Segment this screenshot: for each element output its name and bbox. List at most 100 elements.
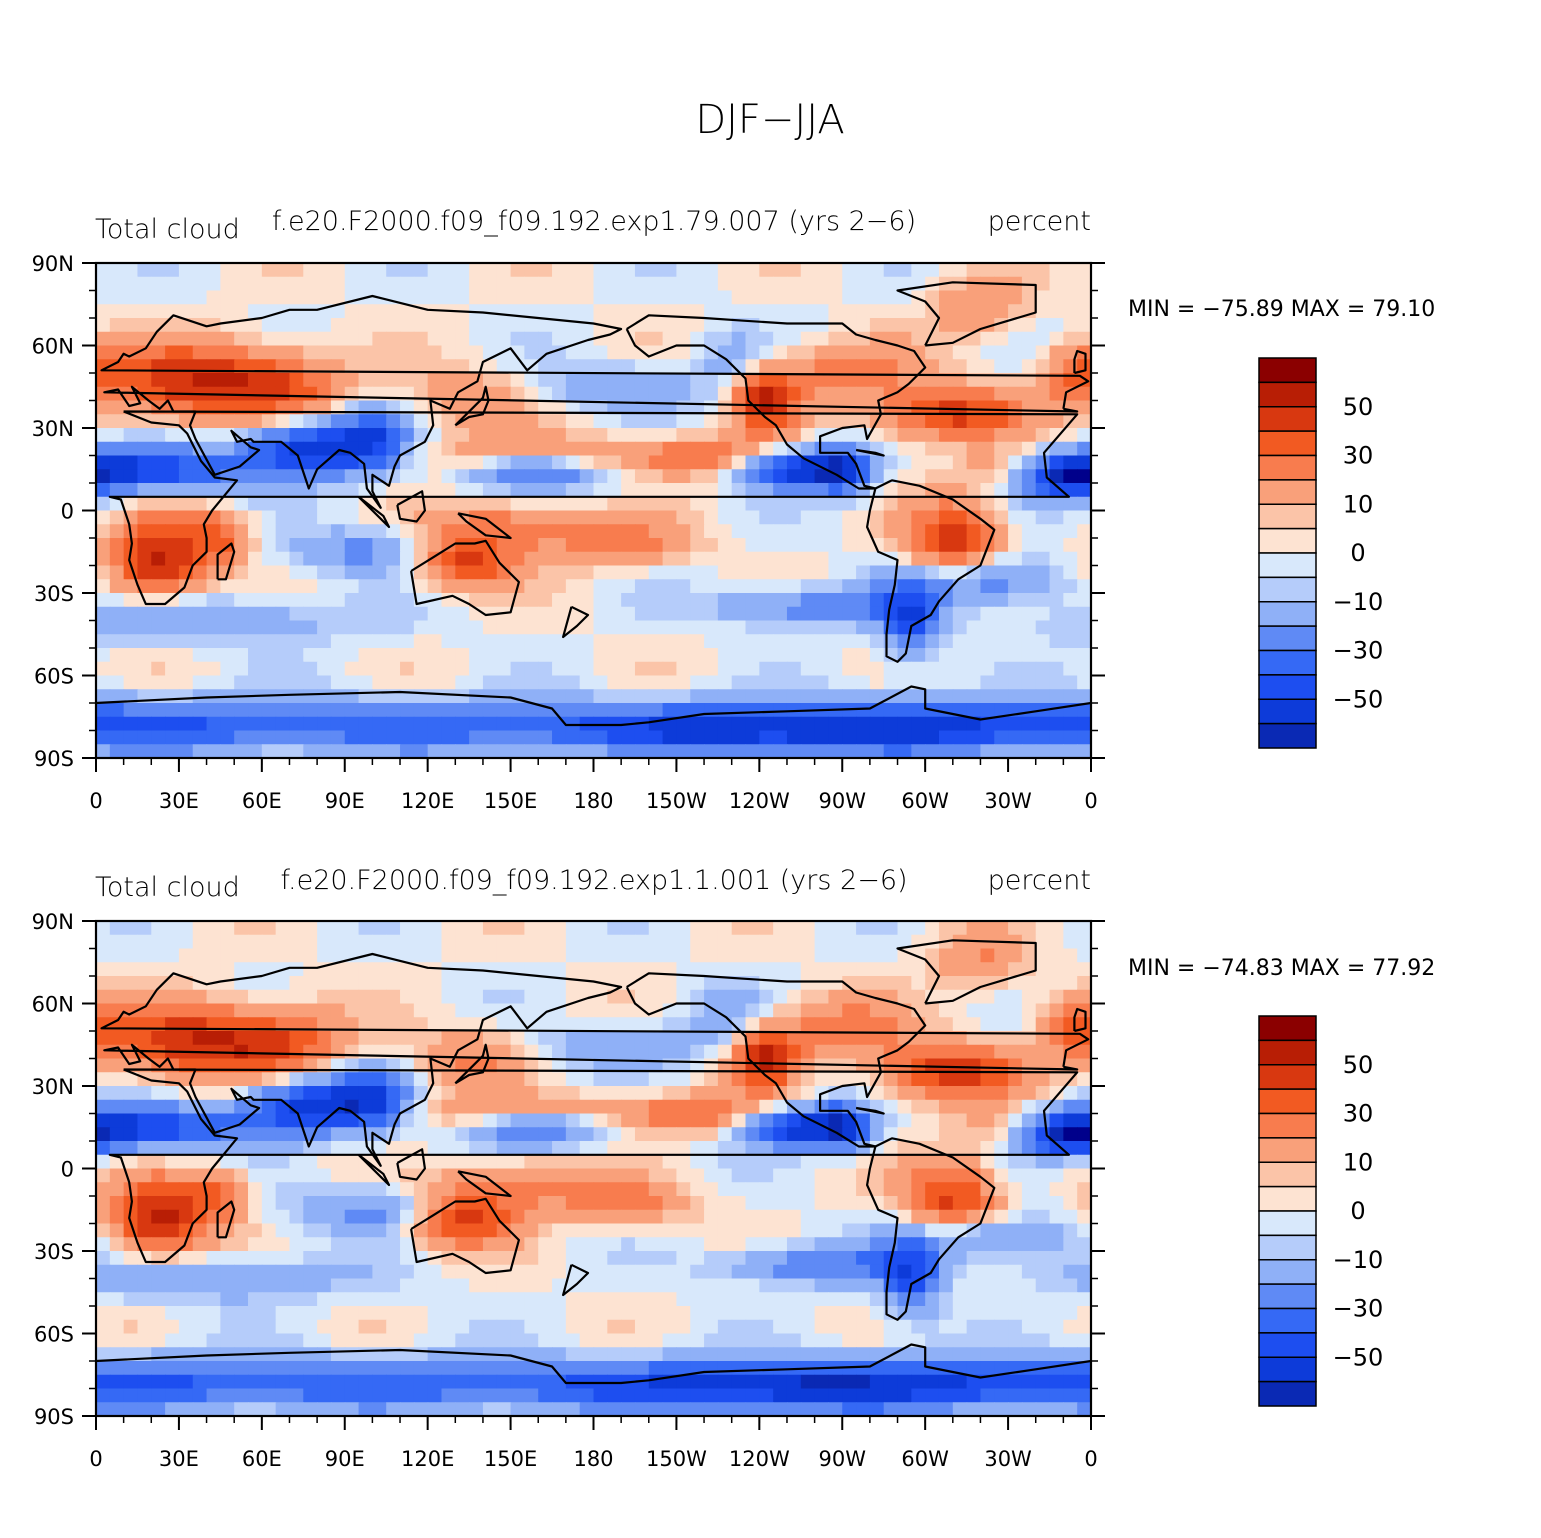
field-cell [275,1196,291,1211]
field-cell [137,455,152,470]
field-cell [745,565,760,580]
field-cell [607,1127,622,1142]
field-cell [869,1031,885,1046]
field-cell [800,304,816,319]
field-cell [814,373,830,388]
field-cell [704,703,719,718]
field-cell [400,675,415,690]
field-cell [731,1251,747,1266]
field-cell [814,921,830,936]
field-cell [773,373,788,388]
field-cell [206,1154,221,1170]
field-cell [220,414,235,429]
field-cell [814,345,830,360]
field-cell [455,483,470,498]
field-cell [303,976,318,991]
field-cell [938,1113,954,1128]
field-cell [151,1086,166,1101]
field-cell [994,414,1009,429]
field-cell [538,1278,553,1293]
field-cell [648,579,664,594]
field-cell [496,400,512,415]
field-cell [275,1333,291,1348]
field-cell [814,1127,830,1142]
field-cell [980,648,995,663]
field-cell [552,579,567,594]
field-cell [109,1168,125,1183]
field-cell [897,510,912,525]
field-cell [1035,934,1051,950]
field-cell [469,620,484,635]
field-cell [482,703,498,718]
field-cell [261,1319,277,1335]
field-cell [828,538,843,553]
field-cell [317,290,332,305]
field-cell [634,1141,650,1156]
field-cell [137,1223,152,1238]
field-cell [289,290,304,305]
field-cell [593,1113,608,1128]
field-cell [1077,1017,1091,1032]
field-cell [178,1264,194,1280]
field-cell [372,1017,387,1032]
field-cell [759,689,774,704]
field-cell [828,1168,843,1183]
field-cell [621,1127,636,1142]
field-cell [248,703,263,718]
field-cell [952,675,968,690]
field-cell [261,579,277,594]
field-cell [856,510,871,525]
field-cell [938,1127,954,1142]
field-cell [303,703,318,718]
field-cell [856,359,871,374]
field-cell [745,1223,760,1238]
field-cell [634,483,650,498]
field-cell [717,962,733,977]
field-cell [579,359,595,374]
field-cell [123,469,139,484]
field-cell [372,744,387,758]
field-cell [552,551,567,567]
field-cell [966,661,982,677]
field-cell [911,414,926,429]
field-cell [579,1072,595,1087]
field-cell [524,1278,539,1293]
field-cell [1077,1058,1091,1073]
field-cell [717,661,733,677]
field-cell [524,373,539,388]
field-cell [938,428,954,443]
field-cell [579,976,595,991]
field-cell [621,1072,636,1087]
field-cell [842,290,857,305]
field-cell [565,276,581,292]
field-cell [151,469,166,484]
field-cell [869,634,885,649]
field-cell [261,1141,277,1156]
field-cell [137,1292,152,1307]
field-cell [317,976,332,991]
field-cell [704,290,719,305]
field-cell [400,1209,415,1225]
field-cell [731,1264,747,1280]
field-cell [607,1113,622,1128]
field-cell [261,648,277,663]
field-cell [303,620,318,635]
field-cell [869,1319,885,1335]
field-cell [344,1086,360,1101]
field-cell [1049,579,1064,594]
field-cell [469,661,484,677]
field-cell [773,1031,788,1046]
field-cell [303,661,318,677]
field-cell [800,989,816,1005]
field-cell [303,716,318,732]
field-cell [469,675,484,690]
field-cell [386,606,401,622]
field-cell [372,1099,387,1115]
field-cell [372,455,387,470]
field-cell [165,1264,180,1280]
field-cell [386,1072,401,1087]
field-cell [952,1113,968,1128]
field-cell [372,1044,387,1060]
field-cell [123,1099,139,1115]
field-cell [206,1237,221,1252]
